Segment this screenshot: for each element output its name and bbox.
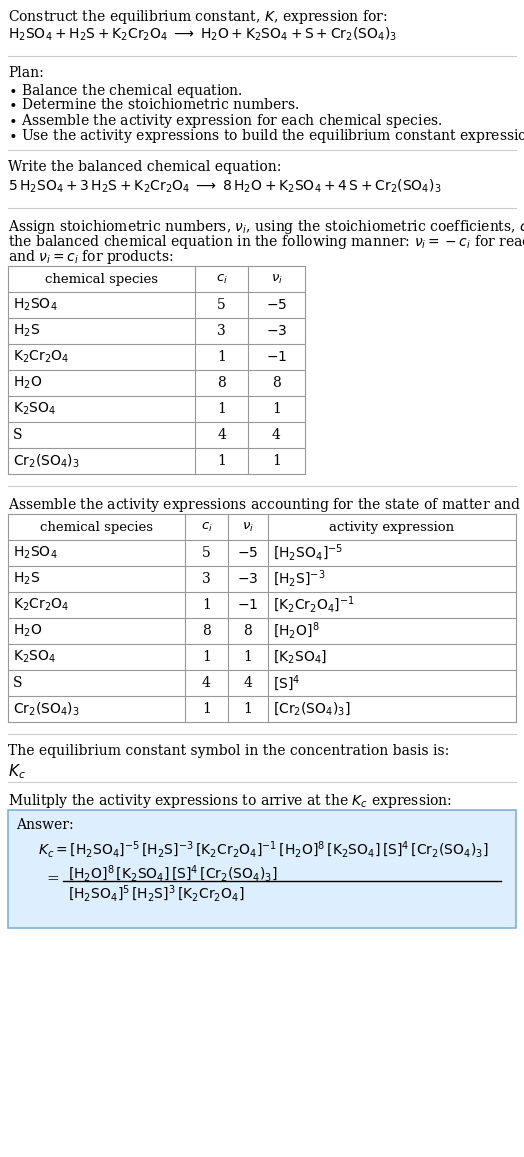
Text: chemical species: chemical species	[40, 521, 153, 533]
Text: $\mathrm{H_2O}$: $\mathrm{H_2O}$	[13, 375, 42, 391]
Text: $\mathrm{H_2O}$: $\mathrm{H_2O}$	[13, 622, 42, 639]
Text: $\mathrm{K_2SO_4}$: $\mathrm{K_2SO_4}$	[13, 400, 56, 418]
Text: 4: 4	[272, 428, 281, 442]
Text: $[\mathrm{Cr_2(SO_4)_3}]$: $[\mathrm{Cr_2(SO_4)_3}]$	[273, 701, 351, 717]
Text: Assemble the activity expressions accounting for the state of matter and $\nu_i$: Assemble the activity expressions accoun…	[8, 496, 524, 514]
Text: 1: 1	[217, 351, 226, 364]
Text: $\mathrm{H_2SO_4 + H_2S + K_2Cr_2O_4 \;\longrightarrow\; H_2O + K_2SO_4 + S + Cr: $\mathrm{H_2SO_4 + H_2S + K_2Cr_2O_4 \;\…	[8, 25, 397, 44]
Text: $\mathrm{H_2S}$: $\mathrm{H_2S}$	[13, 323, 40, 339]
Text: =: =	[46, 872, 59, 886]
Text: $\mathrm{H_2S}$: $\mathrm{H_2S}$	[13, 570, 40, 588]
Text: and $\nu_i = c_i$ for products:: and $\nu_i = c_i$ for products:	[8, 248, 173, 266]
Text: the balanced chemical equation in the following manner: $\nu_i = -c_i$ for react: the balanced chemical equation in the fo…	[8, 233, 524, 251]
Text: Write the balanced chemical equation:: Write the balanced chemical equation:	[8, 160, 281, 174]
Text: S: S	[13, 428, 23, 442]
Text: $-1$: $-1$	[237, 598, 259, 612]
Text: 3: 3	[202, 572, 211, 585]
Text: $c_i$: $c_i$	[201, 521, 212, 533]
Text: 1: 1	[202, 650, 211, 664]
Text: $[\mathrm{K_2SO_4}]$: $[\mathrm{K_2SO_4}]$	[273, 649, 327, 665]
Text: $\bullet$ Assemble the activity expression for each chemical species.: $\bullet$ Assemble the activity expressi…	[8, 112, 442, 130]
Text: 4: 4	[244, 676, 253, 690]
Text: S: S	[13, 676, 23, 690]
Text: Construct the equilibrium constant, $K$, expression for:: Construct the equilibrium constant, $K$,…	[8, 8, 388, 25]
Text: 8: 8	[202, 624, 211, 638]
Text: $K_c = [\mathrm{H_2SO_4}]^{-5}\,[\mathrm{H_2S}]^{-3}\,[\mathrm{K_2Cr_2O_4}]^{-1}: $K_c = [\mathrm{H_2SO_4}]^{-5}\,[\mathrm…	[38, 840, 488, 861]
Text: $\mathrm{5\,H_2SO_4 + 3\,H_2S + K_2Cr_2O_4 \;\longrightarrow\; 8\,H_2O + K_2SO_4: $\mathrm{5\,H_2SO_4 + 3\,H_2S + K_2Cr_2O…	[8, 178, 441, 196]
Text: $-1$: $-1$	[266, 351, 287, 364]
Text: $[\mathrm{H_2SO_4}]^{5}\,[\mathrm{H_2S}]^{3}\,[\mathrm{K_2Cr_2O_4}]$: $[\mathrm{H_2SO_4}]^{5}\,[\mathrm{H_2S}]…	[68, 884, 245, 905]
Text: $[\mathrm{H_2S}]^{-3}$: $[\mathrm{H_2S}]^{-3}$	[273, 569, 325, 589]
Text: $\mathrm{H_2SO_4}$: $\mathrm{H_2SO_4}$	[13, 545, 58, 561]
Text: The equilibrium constant symbol in the concentration basis is:: The equilibrium constant symbol in the c…	[8, 744, 449, 758]
Text: $-5$: $-5$	[266, 299, 287, 312]
Text: 1: 1	[202, 598, 211, 612]
Text: 1: 1	[217, 401, 226, 417]
Text: 3: 3	[217, 324, 226, 338]
Text: chemical species: chemical species	[45, 273, 158, 286]
Text: 8: 8	[244, 624, 253, 638]
Text: Mulitply the activity expressions to arrive at the $K_c$ expression:: Mulitply the activity expressions to arr…	[8, 793, 452, 810]
Text: $\mathrm{H_2SO_4}$: $\mathrm{H_2SO_4}$	[13, 297, 58, 314]
Text: $\nu_i$: $\nu_i$	[242, 521, 254, 533]
FancyBboxPatch shape	[8, 810, 516, 928]
Text: 5: 5	[217, 299, 226, 312]
Text: $-3$: $-3$	[237, 572, 259, 585]
Text: $[\mathrm{K_2Cr_2O_4}]^{-1}$: $[\mathrm{K_2Cr_2O_4}]^{-1}$	[273, 595, 355, 616]
Text: $-5$: $-5$	[237, 546, 259, 560]
Text: $\mathrm{K_2Cr_2O_4}$: $\mathrm{K_2Cr_2O_4}$	[13, 348, 70, 366]
Text: $\bullet$ Balance the chemical equation.: $\bullet$ Balance the chemical equation.	[8, 82, 243, 100]
Text: $[\mathrm{S}]^{4}$: $[\mathrm{S}]^{4}$	[273, 673, 300, 693]
Text: 8: 8	[217, 376, 226, 390]
Text: $\mathrm{Cr_2(SO_4)_3}$: $\mathrm{Cr_2(SO_4)_3}$	[13, 700, 80, 717]
Text: 4: 4	[202, 676, 211, 690]
Text: 4: 4	[217, 428, 226, 442]
Text: 8: 8	[272, 376, 281, 390]
Text: activity expression: activity expression	[330, 521, 454, 533]
Text: 1: 1	[244, 702, 253, 716]
Text: 1: 1	[272, 454, 281, 467]
Text: Plan:: Plan:	[8, 66, 43, 80]
Text: $\mathrm{K_2Cr_2O_4}$: $\mathrm{K_2Cr_2O_4}$	[13, 597, 70, 613]
Text: Answer:: Answer:	[16, 818, 74, 832]
Text: $[\mathrm{H_2SO_4}]^{-5}$: $[\mathrm{H_2SO_4}]^{-5}$	[273, 543, 343, 563]
Text: 5: 5	[202, 546, 211, 560]
Text: $\bullet$ Determine the stoichiometric numbers.: $\bullet$ Determine the stoichiometric n…	[8, 97, 299, 112]
Text: Assign stoichiometric numbers, $\nu_i$, using the stoichiometric coefficients, $: Assign stoichiometric numbers, $\nu_i$, …	[8, 218, 524, 236]
Text: $[\mathrm{H_2O}]^{8}\,[\mathrm{K_2SO_4}]\,[\mathrm{S}]^{4}\,[\mathrm{Cr_2(SO_4)_: $[\mathrm{H_2O}]^{8}\,[\mathrm{K_2SO_4}]…	[68, 864, 278, 884]
Text: $\mathrm{Cr_2(SO_4)_3}$: $\mathrm{Cr_2(SO_4)_3}$	[13, 452, 80, 470]
Text: $\nu_i$: $\nu_i$	[270, 272, 282, 286]
Text: $c_i$: $c_i$	[215, 272, 227, 286]
Text: 1: 1	[244, 650, 253, 664]
Text: 1: 1	[202, 702, 211, 716]
Text: $-3$: $-3$	[266, 324, 287, 338]
Text: $\mathrm{K_2SO_4}$: $\mathrm{K_2SO_4}$	[13, 649, 56, 665]
Text: $\bullet$ Use the activity expressions to build the equilibrium constant express: $\bullet$ Use the activity expressions t…	[8, 127, 524, 145]
Text: 1: 1	[272, 401, 281, 417]
Text: 1: 1	[217, 454, 226, 467]
Text: $K_c$: $K_c$	[8, 762, 26, 781]
Text: $[\mathrm{H_2O}]^{8}$: $[\mathrm{H_2O}]^{8}$	[273, 621, 320, 641]
